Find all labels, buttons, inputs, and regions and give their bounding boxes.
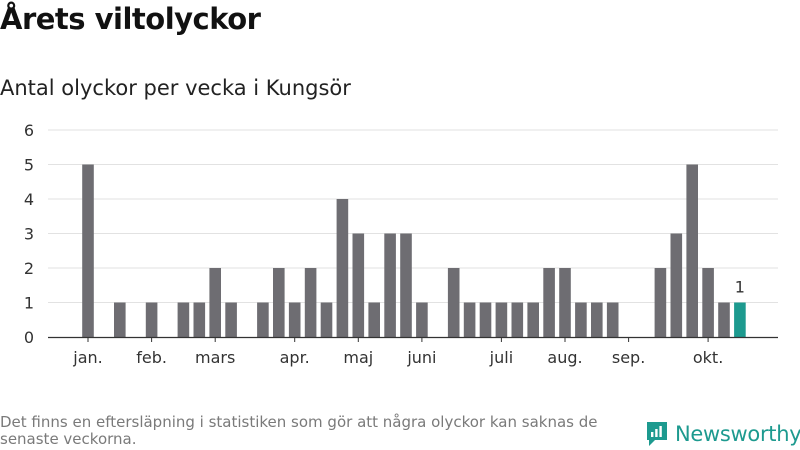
bar xyxy=(352,233,365,337)
y-tick-label: 5 xyxy=(24,156,34,175)
x-tick-label: mars xyxy=(195,348,235,367)
newsworthy-logo-icon xyxy=(647,422,667,446)
bar xyxy=(384,233,396,337)
bar xyxy=(177,302,190,337)
data-label: 1 xyxy=(735,278,745,297)
bar xyxy=(511,302,524,337)
bar xyxy=(320,302,333,337)
bar xyxy=(654,268,667,337)
bar xyxy=(304,268,317,337)
bar xyxy=(145,302,158,337)
bar xyxy=(368,302,380,337)
y-tick-label: 2 xyxy=(24,259,34,278)
brand[interactable]: Newsworthy xyxy=(645,419,800,449)
bar xyxy=(670,233,683,337)
bar xyxy=(336,199,349,337)
bar xyxy=(718,302,730,337)
x-tick-label: okt. xyxy=(693,348,723,367)
brand-name: Newsworthy xyxy=(675,422,800,446)
footnote: Det finns en eftersläpning i statistiken… xyxy=(0,413,598,448)
bar xyxy=(273,268,285,337)
bar xyxy=(416,302,428,337)
bar xyxy=(114,302,126,337)
bar-chart: 0 1 2 3 4 5 6 1 jan. feb. mars apr. maj juni juli aug. s… xyxy=(24,121,778,367)
x-tick-label: juli xyxy=(489,348,513,367)
bar xyxy=(209,268,221,337)
bar xyxy=(225,302,237,337)
y-tick-label: 4 xyxy=(24,190,34,209)
bar xyxy=(702,268,714,337)
bar xyxy=(495,302,508,337)
x-tick-label: aug. xyxy=(547,348,582,367)
y-tick-label: 6 xyxy=(24,121,34,140)
bar xyxy=(288,302,301,337)
x-tick-label: feb. xyxy=(136,348,167,367)
bar xyxy=(400,233,412,337)
x-tick-label: maj xyxy=(343,348,373,367)
bar xyxy=(82,164,94,337)
bar xyxy=(527,302,539,337)
bar xyxy=(193,302,206,337)
y-tick-label: 0 xyxy=(24,328,34,347)
bar xyxy=(479,302,492,337)
bar xyxy=(591,302,603,337)
bar xyxy=(559,268,571,337)
x-tick-label: jan. xyxy=(72,348,102,367)
bar-highlight xyxy=(734,302,746,337)
x-tick-label: sep. xyxy=(612,348,645,367)
bar xyxy=(686,164,698,337)
bar xyxy=(606,302,619,337)
y-tick-label: 1 xyxy=(24,294,34,313)
bar xyxy=(575,302,587,337)
bar xyxy=(463,302,476,337)
bar xyxy=(447,268,460,337)
chart-subtitle: Antal olyckor per vecka i Kungsör xyxy=(0,76,351,100)
bar xyxy=(257,302,269,337)
bar xyxy=(543,268,555,337)
chart-title: Årets viltolyckor xyxy=(0,2,261,36)
x-tick-label: apr. xyxy=(280,348,310,367)
y-tick-label: 3 xyxy=(24,225,34,244)
x-tick-label: juni xyxy=(406,348,436,367)
